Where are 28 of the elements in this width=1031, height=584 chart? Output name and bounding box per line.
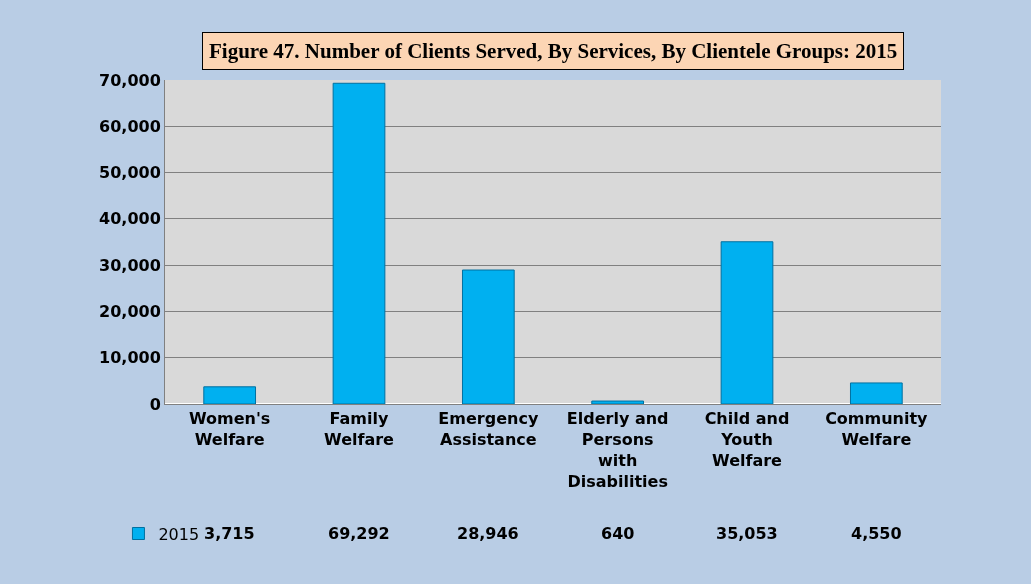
x-tick-label: Family Welfare [324, 409, 395, 449]
text: 640 [601, 524, 635, 543]
text: 69,292 [328, 524, 390, 543]
bar [332, 82, 386, 404]
y-tick-label: 70,000 [99, 70, 161, 90]
text: 3,715 [204, 524, 255, 543]
text: 28,946 [457, 524, 519, 543]
bar [720, 241, 774, 404]
x-tick-label: Elderly and Persons with Disabilities [566, 409, 669, 491]
bar [203, 386, 257, 404]
x-tick-label: Community Welfare [825, 409, 929, 449]
bar [591, 400, 645, 404]
legend-label: 2015 [158, 524, 200, 544]
text: 35,053 [716, 524, 778, 543]
bar [461, 269, 515, 404]
y-tick-label: 0 [149, 394, 161, 414]
y-tick-label: 10,000 [99, 348, 161, 368]
y-tick-label: 50,000 [99, 163, 161, 183]
x-tick-label: Emergency Assistance [438, 409, 539, 449]
y-tick-label: 20,000 [99, 302, 161, 322]
y-tick-label: 60,000 [99, 116, 161, 136]
x-tick-label: Child and Youth Welfare [704, 409, 790, 470]
y-tick-label: 40,000 [99, 209, 161, 229]
bar [849, 382, 903, 404]
y-tick-label: 30,000 [99, 255, 161, 275]
x-tick-label: Women's Welfare [188, 409, 271, 449]
chart-title: Figure 47. Number of Clients Served, By Services, By Clientele Groups: 2015 [209, 39, 898, 63]
text: 4,550 [851, 524, 902, 543]
